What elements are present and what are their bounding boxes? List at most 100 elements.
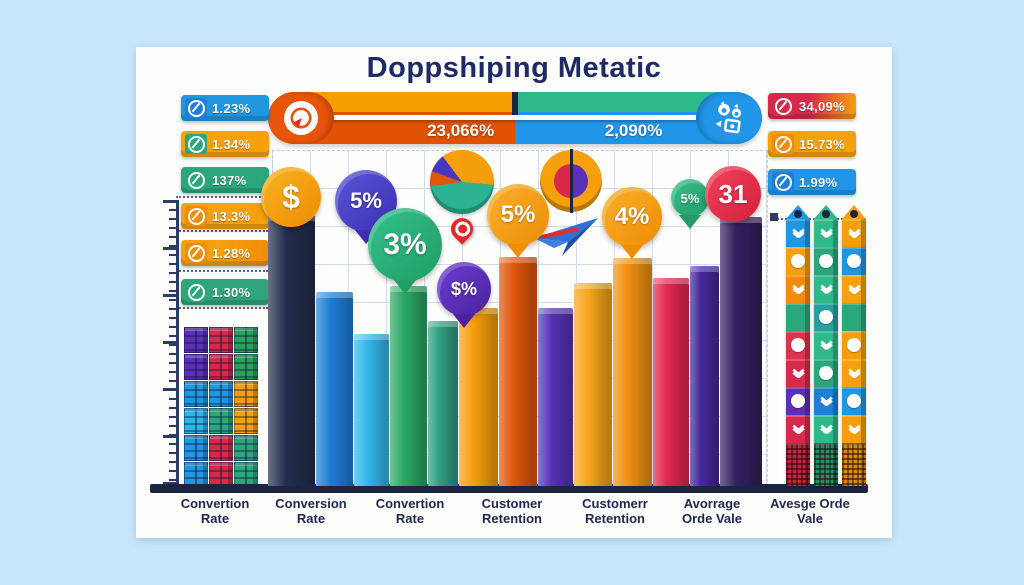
circle-icon — [842, 247, 866, 275]
axis-category-label: Convertion Rate — [180, 496, 250, 526]
value-bubble: $% — [437, 262, 491, 316]
page-title: Doppshiping Metatic — [366, 52, 662, 84]
axis-category-label: Avorrage Orde Vale — [682, 496, 742, 526]
tower-dot — [822, 210, 830, 218]
value-bubble: 4% — [602, 187, 662, 247]
axis-category-label: Customerr Retention — [582, 496, 648, 526]
chevron-down-icon — [814, 331, 838, 359]
badge-value: 13.3% — [212, 208, 251, 224]
value-bubble: 31 — [705, 166, 761, 222]
arrow-tower — [786, 205, 810, 486]
tower-segment — [842, 443, 866, 486]
chart-bar — [268, 215, 315, 486]
chevron-down-icon — [786, 275, 810, 303]
chart-bar — [316, 292, 353, 486]
gauge-right-cap — [696, 92, 762, 144]
chevron-down-icon — [814, 387, 838, 415]
chart-bar — [690, 266, 719, 486]
container-block — [234, 327, 258, 353]
chevron-down-icon — [786, 359, 810, 387]
dotted-separator-line — [176, 196, 268, 198]
container-block — [234, 354, 258, 380]
chevron-down-icon — [842, 415, 866, 443]
dotted-separator-line — [176, 230, 268, 232]
container-block — [209, 462, 233, 488]
tower-dot — [794, 210, 802, 218]
chevron-down-icon — [842, 359, 866, 387]
chart-bar — [459, 308, 498, 486]
container-block — [209, 381, 233, 407]
badge-value: 1.28% — [212, 245, 251, 261]
badge-value: 15.73% — [799, 136, 845, 152]
value-bubble: 5% — [487, 184, 549, 246]
badge-ring-icon — [185, 206, 207, 226]
chart-baseline — [150, 484, 868, 493]
axis-category-label: Conversion Rate — [275, 496, 347, 526]
right-metric-badge: 1.99% — [768, 169, 856, 195]
container-block — [234, 381, 258, 407]
arrow-tower — [814, 205, 838, 486]
container-block — [209, 354, 233, 380]
chevron-down-icon — [814, 415, 838, 443]
rocket-icon — [715, 101, 742, 134]
gauge-left-cap — [268, 92, 334, 144]
gauge-dial-icon — [540, 149, 602, 213]
badge-value: 1.30% — [212, 284, 251, 300]
container-block — [184, 381, 208, 407]
container-block — [184, 435, 208, 461]
container-block — [184, 408, 208, 434]
circle-icon — [814, 359, 838, 387]
container-blocks — [184, 327, 258, 488]
dotted-separator-line — [176, 307, 268, 309]
tower-segment — [814, 443, 838, 486]
tower-segment — [786, 443, 810, 486]
axis-category-label: Customer Retention — [481, 496, 543, 526]
container-block — [234, 435, 258, 461]
chevron-down-icon — [786, 415, 810, 443]
badge-value: 137% — [212, 172, 247, 188]
circle-icon — [842, 387, 866, 415]
container-block — [209, 435, 233, 461]
container-block — [209, 327, 233, 353]
chevron-down-icon — [842, 219, 866, 247]
chart-bar — [354, 334, 389, 486]
arrow-tower — [842, 205, 866, 486]
left-metric-badge: 1.34% — [181, 131, 269, 157]
right-metric-badge: 15.73% — [768, 131, 856, 157]
chart-bar — [653, 278, 689, 486]
axis-category-label: Avesge Orde Vale — [770, 496, 850, 526]
chart-bar — [613, 258, 652, 486]
badge-ring-icon — [772, 96, 794, 116]
chart-bar — [428, 321, 458, 486]
badge-value: 1.34% — [212, 136, 251, 152]
container-block — [184, 327, 208, 353]
badge-ring-icon — [772, 134, 794, 154]
paper-plane-icon — [534, 218, 598, 256]
discount-icon — [284, 101, 318, 135]
badge-ring-icon — [772, 172, 794, 192]
badge-ring-icon — [185, 134, 207, 154]
left-metric-badge: 13.3% — [181, 203, 269, 229]
top-gauge-bar: 23,066% 2,090% — [268, 92, 762, 144]
chart-bar — [390, 286, 427, 486]
tower-segment — [842, 303, 866, 331]
badge-ring-icon — [185, 170, 207, 190]
left-metric-badge: 1.23% — [181, 95, 269, 121]
gauge-left-value: 23,066% — [427, 121, 495, 141]
gauge-right-value: 2,090% — [604, 121, 663, 141]
badge-value: 1.23% — [212, 100, 251, 116]
value-bubble: 5% — [671, 179, 709, 217]
container-block — [184, 462, 208, 488]
circle-icon — [786, 387, 810, 415]
circle-icon — [814, 303, 838, 331]
circle-icon — [786, 247, 810, 275]
gauge-progress-line — [278, 114, 752, 120]
axis-category-label: Convertion Rate — [375, 496, 445, 526]
pie-chart-icon — [430, 150, 494, 214]
left-metric-badge: 137% — [181, 167, 269, 193]
chevron-down-icon — [786, 219, 810, 247]
badge-value: 1.99% — [799, 174, 838, 190]
badge-ring-icon — [185, 282, 207, 302]
right-metric-badge: 34,09% — [768, 93, 856, 119]
